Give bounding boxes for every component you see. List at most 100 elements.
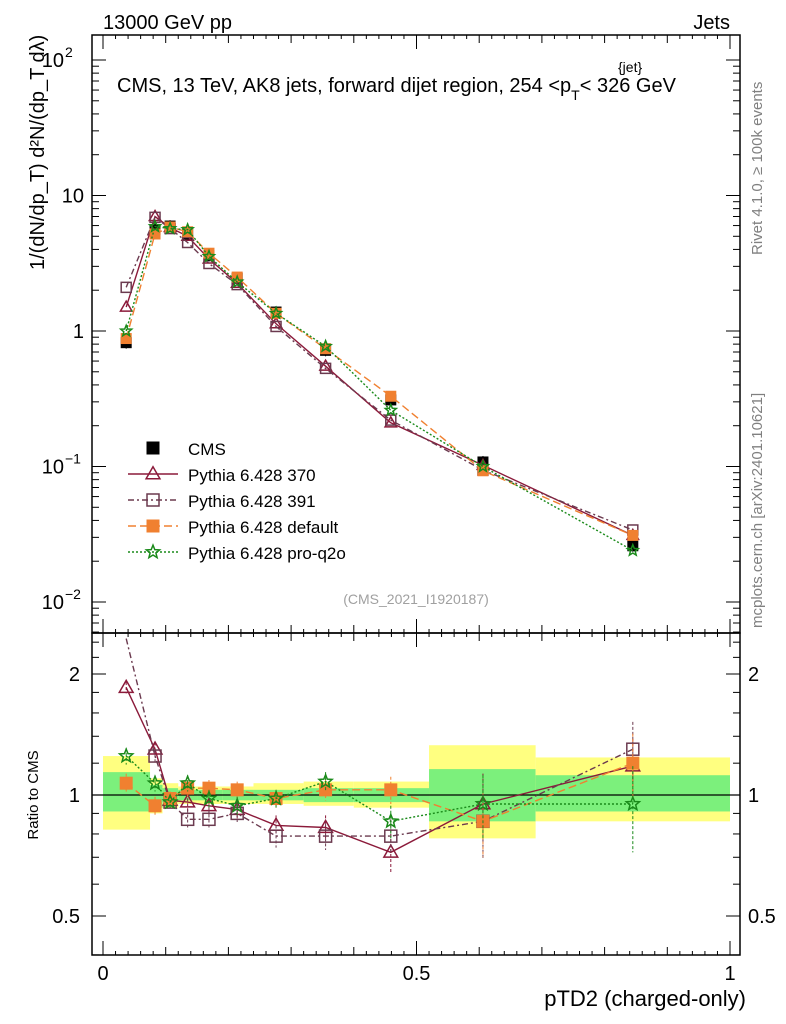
watermark: (CMS_2021_I1920187)	[343, 591, 489, 607]
ratio-point	[318, 829, 333, 843]
data-point	[120, 281, 132, 294]
ratio-point	[118, 678, 135, 694]
data-point	[383, 415, 398, 428]
data-point	[318, 338, 334, 353]
data-point	[118, 323, 134, 338]
title-after: < 326 GeV	[580, 75, 677, 97]
ratio-point	[230, 783, 244, 797]
ratio-ylabel: Ratio to CMS	[25, 750, 42, 839]
ratio-point	[146, 740, 164, 755]
ratio-point	[180, 812, 195, 827]
data-point	[383, 402, 399, 417]
data-point	[475, 458, 491, 473]
ratio-tick-label-left: 1	[69, 785, 80, 807]
data-point	[270, 320, 282, 333]
ratio-point	[382, 843, 399, 858]
title-before: CMS, 13 TeV, AK8 jets, forward dijet reg…	[117, 75, 571, 97]
y-tick-label: 10	[42, 592, 64, 614]
legend-marker	[144, 465, 162, 480]
ratio-point	[317, 772, 335, 789]
data-point	[625, 542, 641, 557]
header-right: Jets	[693, 12, 730, 34]
ratio-point	[202, 781, 216, 795]
ratio-point	[179, 793, 196, 808]
mcplots-label: mcplots.cern.ch [arXiv:2401.10621]	[749, 393, 766, 628]
legend-marker	[146, 493, 160, 507]
series-line	[125, 225, 634, 552]
series-line	[125, 226, 634, 537]
ratio-point	[384, 829, 398, 843]
legend-label: CMS	[188, 440, 226, 459]
ratio-point	[119, 776, 133, 790]
legend-marker	[146, 519, 160, 533]
y-tick-label: 10	[62, 186, 84, 208]
x-tick-label: 0.5	[403, 963, 431, 985]
ratio-line	[125, 755, 633, 823]
ratio-point	[200, 789, 218, 806]
series-4	[118, 218, 641, 557]
data-point	[181, 236, 194, 249]
data-point	[385, 390, 397, 402]
legend-label: Pythia 6.428 391	[188, 492, 316, 511]
y-tick-label: 10	[42, 457, 64, 479]
ratio-tick-label-left: 0.5	[52, 906, 80, 928]
legend-marker	[144, 543, 162, 560]
ratio-point	[161, 793, 179, 810]
legend-label: Pythia 6.428 370	[188, 466, 316, 485]
ratio-point	[117, 747, 135, 764]
y-tick-exponent: −1	[65, 451, 81, 467]
data-point	[268, 305, 284, 320]
ratio-point	[384, 783, 398, 797]
legend-label: Pythia 6.428 default	[188, 518, 339, 537]
ratio-point	[626, 756, 640, 770]
ratio-point	[228, 796, 246, 814]
y-tick-exponent: −2	[65, 586, 81, 602]
ratio-point	[148, 799, 162, 813]
ratio-point	[474, 795, 492, 812]
x-tick-label: 1	[724, 963, 735, 985]
series-2	[120, 211, 639, 536]
main-y-axis-label: 1/(dN/dp_T) d²N/(dp_T dλ)	[27, 35, 49, 270]
ratio-point	[382, 812, 400, 829]
data-point	[385, 414, 397, 426]
ratio-tick-label-right: 0.5	[748, 906, 776, 928]
ratio-tick-label-right: 1	[748, 785, 759, 807]
ratio-point	[148, 749, 162, 763]
ratio-point	[317, 818, 334, 834]
ratio-plot: 0 0.5 1 0.5 0.5 1 1 2 2	[52, 632, 776, 985]
ratio-point	[146, 774, 164, 791]
series-line	[125, 215, 634, 537]
rivet-label: Rivet 4.1.0, ≥ 100k events	[749, 82, 766, 255]
ratio-series-4	[117, 747, 642, 853]
y-tick-label: 10	[42, 50, 64, 72]
data-point	[201, 248, 217, 263]
chart-title: CMS, 13 TeV, AK8 jets, forward dijet reg…	[117, 75, 677, 103]
ratio-point	[269, 829, 283, 843]
data-point	[180, 221, 196, 237]
series-1	[119, 208, 640, 541]
ratio-point	[624, 795, 642, 812]
ratio-point	[267, 789, 285, 806]
ratio-tick-label-right: 2	[748, 664, 759, 686]
data-point	[162, 220, 178, 235]
data-point	[319, 362, 332, 375]
legend-marker	[146, 441, 160, 455]
ratio-tick-label-left: 2	[69, 664, 80, 686]
y-tick-exponent: 2	[65, 44, 73, 60]
legend: CMS Pythia 6.428 370 Pythia 6.428 391 Pythi…	[128, 440, 346, 563]
y-tick-label: 1	[73, 321, 84, 343]
ratio-point	[179, 774, 197, 791]
x-tick-label: 0	[97, 963, 108, 985]
main-ylabel-text: 1/(dN/dp_T) d²N/(dp_T dλ)	[27, 35, 49, 270]
ratio-series-2	[125, 638, 640, 860]
data-point	[627, 529, 639, 541]
ratio-point	[202, 812, 216, 827]
title-sub: T	[571, 87, 580, 103]
ratio-line	[125, 638, 634, 837]
x-axis-label: pTD2 (charged-only)	[544, 986, 746, 1011]
header-left: 13000 GeV pp	[103, 12, 232, 34]
data-point	[147, 218, 163, 233]
data-point	[119, 299, 134, 312]
